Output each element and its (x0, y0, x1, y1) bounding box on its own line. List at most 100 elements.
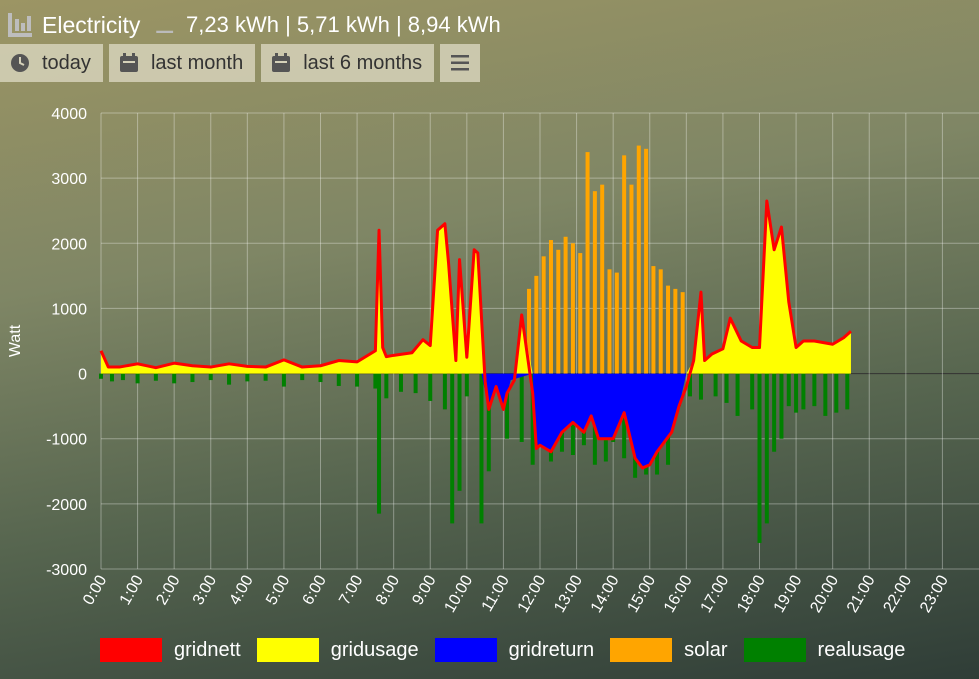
bar-realusage (457, 373, 462, 491)
x-tick-label: 6:00 (300, 572, 330, 608)
bar-realusage (823, 373, 828, 416)
calendar-icon (272, 53, 291, 72)
area-gridusage (101, 200, 851, 374)
menu-button[interactable] (440, 44, 481, 82)
bar-realusage (355, 373, 360, 387)
bar-realusage (772, 373, 777, 452)
bar-realusage (263, 373, 268, 381)
bar-realusage (464, 373, 469, 397)
bar-solar (636, 145, 641, 374)
legend-label-gridreturn[interactable]: gridreturn (508, 638, 595, 661)
legend-swatch-solar[interactable] (610, 638, 673, 662)
bar-realusage (698, 373, 703, 400)
bar-realusage (413, 373, 418, 394)
bar-realusage (377, 373, 382, 514)
bar-solar (658, 269, 663, 374)
bar-solar (585, 152, 590, 374)
x-tick-label: 21:00 (844, 572, 879, 615)
bar-realusage (687, 373, 692, 397)
bar-realusage (398, 373, 403, 392)
bar-solar (592, 191, 597, 374)
x-tick-label: 9:00 (409, 572, 439, 608)
last-month-button[interactable]: last month (108, 44, 256, 82)
chart-title: Electricity (42, 11, 141, 38)
bar-realusage (794, 373, 799, 413)
bar-realusage (227, 373, 232, 385)
last-6-months-button[interactable]: last 6 months (261, 44, 435, 82)
bar-realusage (505, 373, 510, 439)
y-tick-label: -1000 (46, 432, 87, 449)
legend-swatch-realusage[interactable] (743, 638, 806, 662)
bar-solar (629, 184, 634, 374)
legend-label-gridusage[interactable]: gridusage (330, 638, 419, 661)
bar-realusage (735, 373, 740, 416)
bar-solar (673, 288, 678, 374)
bar-realusage (245, 373, 250, 382)
bar-realusage (300, 373, 305, 381)
x-tick-label: 12:00 (515, 572, 550, 615)
x-tick-label: 22:00 (881, 572, 916, 615)
energy-stats: 7,23 kWh | 5,71 kWh | 8,94 kWh (186, 12, 501, 37)
bar-realusage (384, 373, 389, 399)
y-tick-label: 0 (78, 367, 87, 384)
line-chart-icon (8, 13, 32, 37)
x-tick-label: 13:00 (551, 572, 586, 615)
y-tick-label: 4000 (51, 106, 87, 123)
bar-realusage (479, 373, 484, 524)
bar-solar (600, 184, 605, 374)
bar-realusage (845, 373, 850, 410)
bar-solar (541, 256, 546, 374)
today-button-label: today (42, 51, 91, 74)
today-button[interactable]: today (0, 44, 103, 82)
bar-solar (556, 249, 561, 374)
bar-realusage (153, 373, 158, 381)
bar-realusage (724, 373, 729, 403)
bar-solar (578, 253, 583, 374)
x-tick-label: 10:00 (442, 572, 477, 615)
bar-realusage (442, 373, 447, 410)
x-tick-label: 8:00 (373, 572, 403, 608)
x-tick-label: 20:00 (807, 572, 842, 615)
y-tick-label: 1000 (51, 301, 87, 318)
menu-icon (451, 55, 470, 71)
chart-legend: gridnett gridusage gridreturn solar real… (100, 638, 921, 662)
bar-solar (548, 240, 553, 374)
x-tick-label: 1:00 (117, 572, 147, 608)
bar-realusage (135, 373, 140, 384)
y-axis-label: Watt (7, 324, 24, 357)
legend-label-solar[interactable]: solar (684, 638, 728, 661)
bar-realusage (812, 373, 817, 407)
bar-solar (534, 275, 539, 374)
legend-label-gridnett[interactable]: gridnett (174, 638, 241, 661)
line-gridnett (99, 199, 852, 470)
bar-solar (563, 236, 568, 374)
bar-solar (651, 266, 656, 374)
bar-realusage (120, 373, 125, 381)
bar-solar (527, 288, 532, 374)
legend-label-realusage[interactable]: realusage (817, 638, 906, 661)
x-tick-label: 11:00 (479, 572, 513, 614)
bar-realusage (530, 373, 535, 465)
bar-realusage (786, 373, 791, 407)
bar-realusage (281, 373, 286, 387)
bar-solar (622, 155, 627, 374)
range-toolbar: today last month last 6 months (0, 44, 481, 82)
y-tick-label: 2000 (51, 236, 87, 253)
bar-realusage (450, 373, 455, 524)
legend-swatch-gridusage[interactable] (256, 638, 319, 662)
bar-realusage (336, 373, 341, 386)
x-tick-label: 4:00 (227, 572, 257, 608)
x-tick-label: 16:00 (661, 572, 696, 615)
legend-swatch-gridnett[interactable] (100, 638, 162, 662)
area-gridreturn (481, 373, 687, 469)
bar-realusage (190, 373, 195, 383)
x-tick-label: 18:00 (734, 572, 769, 615)
legend-swatch-gridreturn[interactable] (434, 638, 497, 662)
bar-realusage (801, 373, 806, 410)
bar-realusage (519, 373, 524, 442)
bar-realusage (318, 373, 323, 383)
x-tick-label: 3:00 (190, 572, 220, 608)
x-tick-label: 19:00 (771, 572, 806, 615)
bar-solar (614, 272, 619, 374)
